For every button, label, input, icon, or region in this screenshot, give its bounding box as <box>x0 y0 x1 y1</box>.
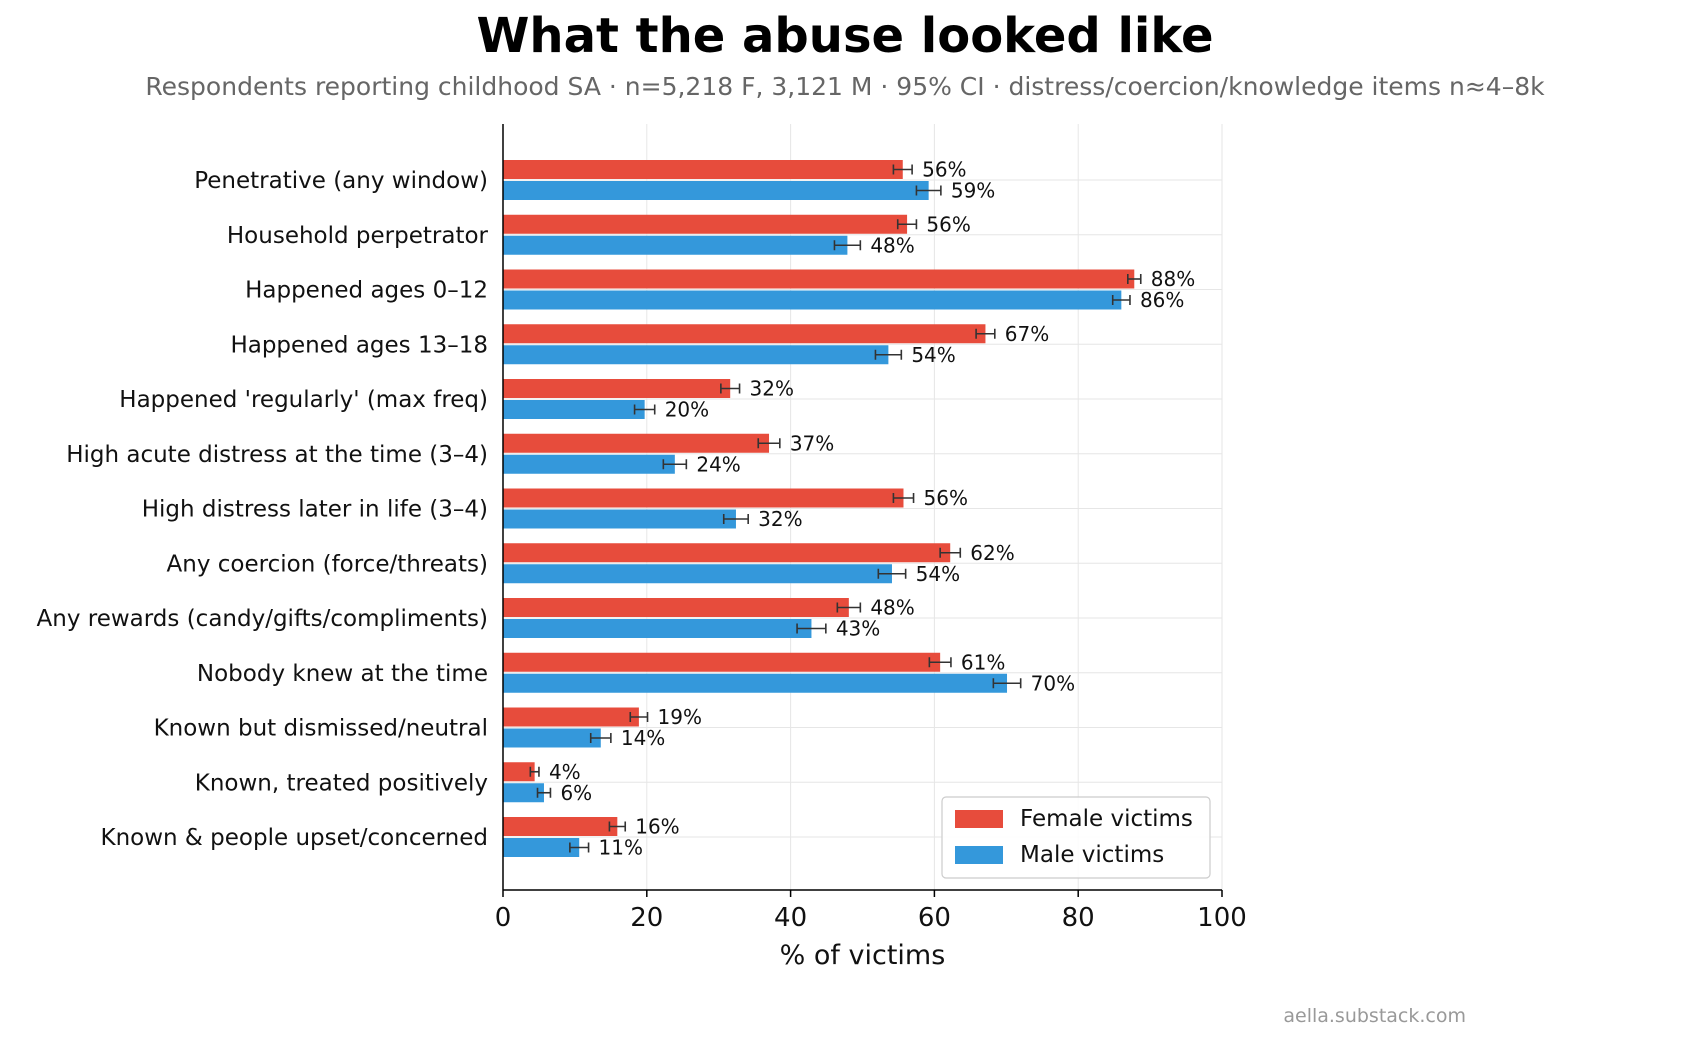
bar-female <box>503 817 618 836</box>
bar-male <box>503 838 580 857</box>
value-label: 70% <box>1031 671 1075 695</box>
value-label: 86% <box>1140 288 1184 312</box>
bars <box>503 160 1135 857</box>
bar-male <box>503 509 736 529</box>
bar-female <box>503 652 941 672</box>
value-label: 32% <box>758 507 802 531</box>
value-label: 56% <box>924 486 968 510</box>
bar-female <box>503 379 731 398</box>
value-label: 62% <box>970 541 1014 565</box>
bar-female <box>503 160 903 179</box>
bar-female <box>503 433 770 453</box>
bar-male <box>503 181 929 200</box>
value-label: 32% <box>750 377 794 401</box>
bar-female <box>503 707 639 727</box>
legend-label: Female victims <box>1020 806 1193 832</box>
category-label: Any rewards (candy/gifts/compliments) <box>37 606 488 632</box>
category-label: High distress later in life (3–4) <box>142 497 488 523</box>
bar-male <box>503 783 544 803</box>
value-label: 16% <box>635 815 679 839</box>
bar-male <box>503 235 848 255</box>
category-label: Known, treated positively <box>195 770 488 796</box>
source-credit: aella.substack.com <box>1283 1005 1466 1027</box>
category-labels: Penetrative (any window) Household perpet… <box>37 168 489 851</box>
x-axis-title: % of victims <box>780 940 946 971</box>
bar-male <box>503 454 675 474</box>
value-label: 56% <box>926 212 970 236</box>
grid-lines <box>503 124 1223 890</box>
chart-title: What the abuse looked like <box>476 8 1214 64</box>
value-label: 11% <box>599 836 643 860</box>
bar-female <box>503 543 951 563</box>
bar-male <box>503 564 892 584</box>
x-tick-label: 0 <box>495 903 512 933</box>
category-label: Happened 'regularly' (max freq) <box>119 387 488 413</box>
legend: Female victims Male victims <box>941 796 1211 879</box>
legend-swatch-female <box>955 810 1003 828</box>
error-bars <box>529 164 1142 853</box>
value-label: 6% <box>560 781 592 805</box>
value-label: 56% <box>922 158 966 182</box>
value-label: 48% <box>870 233 914 257</box>
value-label: 88% <box>1151 267 1195 291</box>
legend-box <box>941 796 1211 879</box>
category-label: Household perpetrator <box>227 223 489 249</box>
category-label: Known but dismissed/neutral <box>154 716 488 742</box>
x-tick-label: 20 <box>630 903 663 933</box>
value-label: 37% <box>790 431 834 455</box>
chart-subtitle: Respondents reporting childhood SA · n=5… <box>145 72 1545 101</box>
category-label: High acute distress at the time (3–4) <box>66 442 488 468</box>
value-label: 24% <box>696 452 740 476</box>
bar-female <box>503 488 904 508</box>
category-label: Happened ages 13–18 <box>230 332 488 358</box>
bar-male <box>503 619 812 638</box>
value-label: 67% <box>1005 322 1049 346</box>
legend-label: Male victims <box>1020 842 1164 868</box>
bar-male <box>503 728 601 748</box>
value-labels: 56%59%56%48%88%86%67%54%32%20%37%24%56%3… <box>549 158 1195 860</box>
category-label: Happened ages 0–12 <box>245 278 488 304</box>
x-tick-label: 100 <box>1197 903 1247 933</box>
value-label: 61% <box>961 650 1005 674</box>
x-tick-label: 80 <box>1062 903 1095 933</box>
category-label: Penetrative (any window) <box>194 168 488 194</box>
value-label: 54% <box>911 343 955 367</box>
bar-male <box>503 345 889 365</box>
value-label: 14% <box>621 726 665 750</box>
bar-male <box>503 290 1122 310</box>
value-label: 48% <box>870 596 914 620</box>
legend-swatch-male <box>955 846 1003 864</box>
value-label: 43% <box>836 617 880 641</box>
bar-female <box>503 269 1135 289</box>
value-label: 59% <box>951 179 995 203</box>
value-label: 20% <box>665 398 709 422</box>
bar-female <box>503 598 849 617</box>
value-label: 54% <box>916 562 960 586</box>
category-label: Nobody knew at the time <box>197 661 488 687</box>
x-tick-label: 40 <box>774 903 807 933</box>
axes: 0 20 40 60 80 100 % of victims <box>495 124 1247 971</box>
bar-female <box>503 324 986 344</box>
x-tick-label: 60 <box>918 903 951 933</box>
value-label: 19% <box>658 705 702 729</box>
bar-male <box>503 400 645 419</box>
bar-female <box>503 214 908 234</box>
bar-male <box>503 673 1008 693</box>
category-label: Known & people upset/concerned <box>101 825 489 851</box>
bar-female <box>503 762 535 782</box>
category-label: Any coercion (force/threats) <box>167 551 488 577</box>
value-label: 4% <box>549 760 581 784</box>
